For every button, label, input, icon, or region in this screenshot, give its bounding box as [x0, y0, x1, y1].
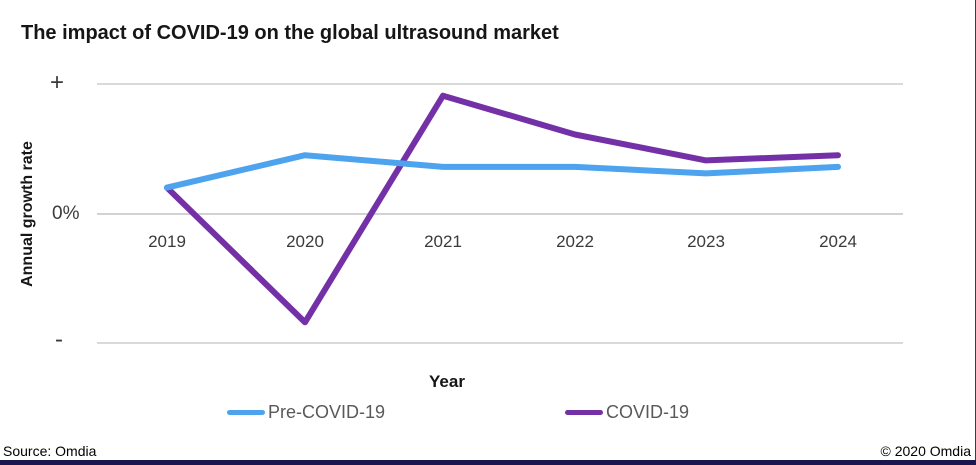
pre-covid-line: [164, 152, 841, 191]
covid-line: [164, 92, 841, 326]
legend-item-covid: COVID-19: [565, 402, 689, 423]
brand-bar: [0, 460, 976, 465]
source-note: Source: Omdia: [3, 443, 97, 459]
y-tick-minus: -: [55, 326, 63, 353]
x-tick-2020: 2020: [286, 232, 324, 251]
x-tick-2022: 2022: [556, 232, 594, 251]
gridline-plus: [97, 83, 903, 85]
x-tick-2023: 2023: [687, 232, 725, 251]
gridline-minus: [97, 342, 903, 344]
copyright-note: © 2020 Omdia: [880, 443, 971, 459]
legend-label-pre-covid: Pre-COVID-19: [268, 402, 386, 422]
x-tick-2024: 2024: [819, 232, 857, 251]
x-tick-2021: 2021: [424, 232, 462, 251]
covid-line-swatch-icon: [565, 410, 603, 415]
legend-label-covid: COVID-19: [606, 402, 690, 422]
pre-covid-line-swatch-icon: [227, 410, 265, 415]
legend-item-pre-covid: Pre-COVID-19: [227, 402, 385, 423]
y-tick-plus: +: [50, 69, 65, 96]
x-tick-2019: 2019: [148, 232, 186, 251]
y-tick-zero: 0%: [52, 203, 80, 224]
x-axis-title: Year: [429, 372, 465, 391]
gridline-zero: [97, 213, 903, 215]
chart-title: The impact of COVID-19 on the global ult…: [21, 22, 559, 44]
